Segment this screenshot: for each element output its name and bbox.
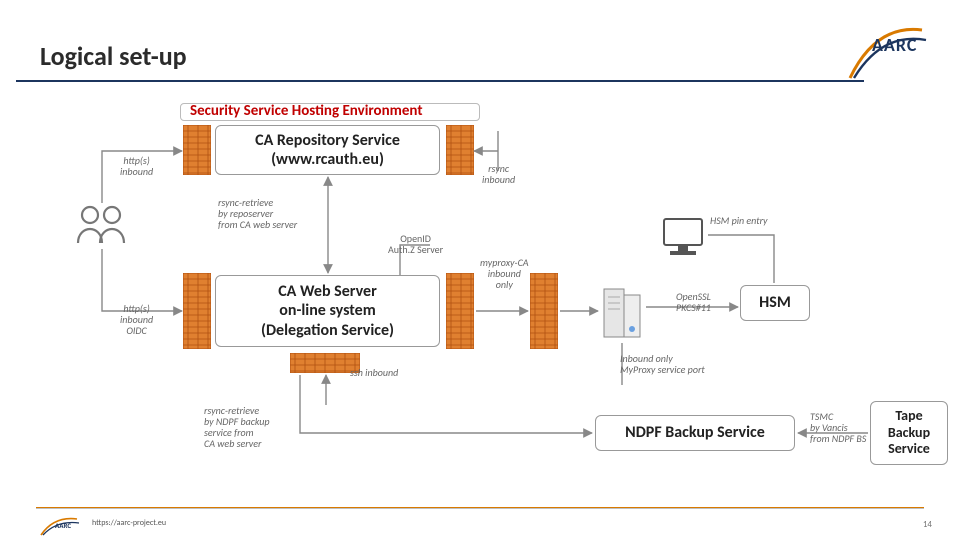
page-title: Logical set-up (40, 40, 187, 72)
users-icon (72, 203, 132, 249)
box-ca-web-server: CA Web Server on-line system (Delegation… (215, 275, 440, 347)
firewall-icon (183, 273, 211, 349)
firewall-icon (446, 125, 474, 175)
box-hsm: HSM (740, 285, 810, 321)
server-icon (600, 285, 644, 341)
label-rsync-ndpf: rsync-retrieve by NDPF backup service fr… (204, 405, 270, 449)
box-tape-backup: Tape Backup Service (870, 401, 948, 465)
firewall-icon (183, 125, 211, 175)
box-ca-repository: CA Repository Service (www.rcauth.eu) (215, 125, 440, 175)
svg-text:AARC: AARC (55, 521, 71, 530)
label-rsync-inbound: rsync inbound (482, 163, 515, 185)
label-https-oidc: http(s) inbound OIDC (120, 303, 153, 336)
env-title: Security Service Hosting Environment (190, 102, 423, 120)
label-myproxy: myproxy-CA inbound only (480, 257, 529, 290)
architecture-diagram: Security Service Hosting Environment CA … (0, 85, 960, 485)
title-divider (16, 80, 864, 82)
label-openssl: OpenSSL PKCS#11 (676, 291, 711, 313)
label-openid: OpenID Auth.Z Server (388, 233, 443, 255)
box-ndpf-backup: NDPF Backup Service (595, 415, 795, 451)
label-https-inbound: http(s) inbound (120, 155, 153, 177)
label-ssh-inbound: ssh inbound (350, 367, 398, 378)
brand-logo: AARC (848, 20, 936, 80)
footer-logo: AARC (40, 514, 84, 536)
page-number: 14 (923, 519, 932, 530)
brand-name: AARC (872, 34, 917, 56)
label-tsmc: TSMC by Vancis from NDPF BS (810, 411, 866, 444)
label-rsync-retrieve: rsync-retrieve by reposerver from CA web… (218, 197, 328, 230)
firewall-icon (530, 273, 558, 349)
footer-url: https://aarc-project.eu (92, 518, 166, 528)
label-hsm-pin: HSM pin entry (710, 215, 768, 226)
label-myproxy-port: Inbound only MyProxy service port (620, 353, 705, 375)
footer-divider (36, 508, 924, 509)
monitor-icon (660, 217, 706, 257)
firewall-icon (446, 273, 474, 349)
